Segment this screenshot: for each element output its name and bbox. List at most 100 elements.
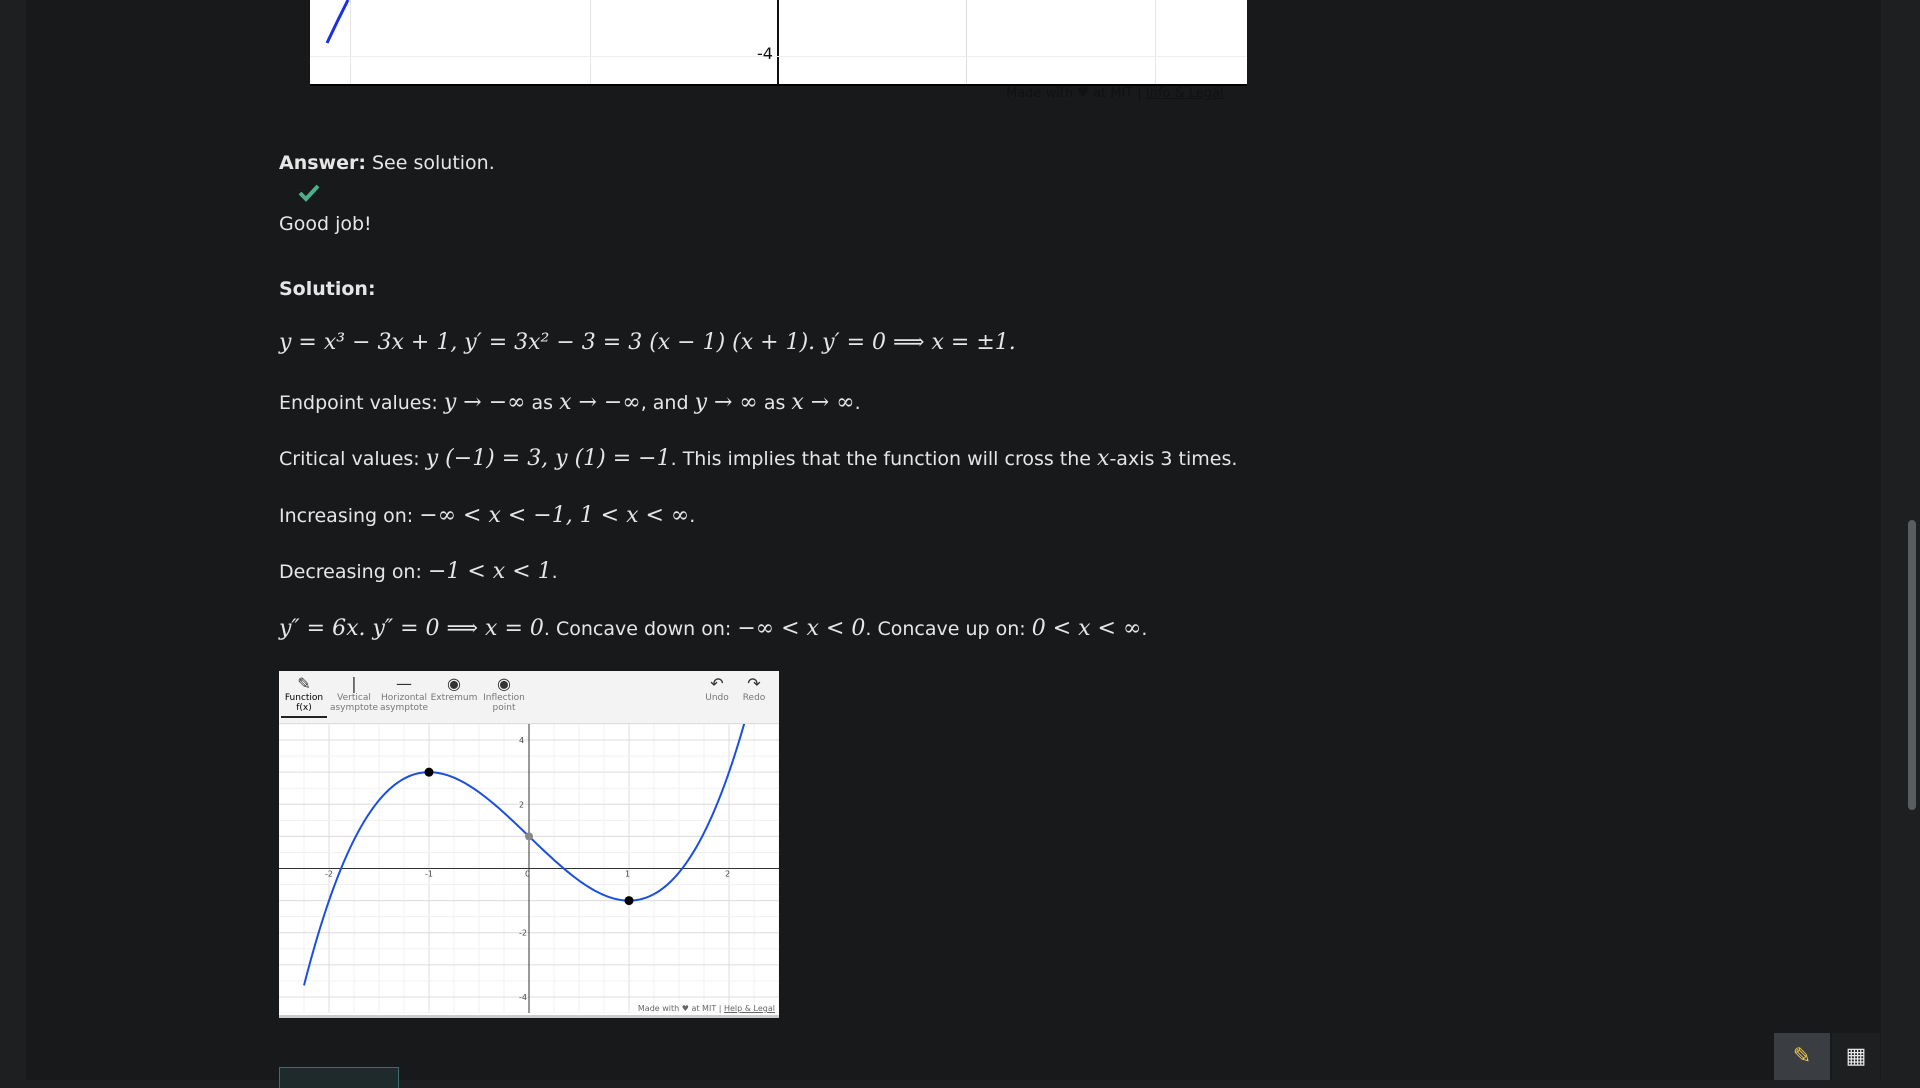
top-curve (325, 0, 350, 44)
check-icon (298, 184, 320, 202)
inflection-point (525, 832, 533, 841)
x-tick-label: -2 (325, 870, 333, 879)
concave-down-label: . Concave down on: (543, 618, 732, 640)
tool-horizontal-asymptote[interactable]: — Horizontal asymptote (379, 674, 429, 714)
grid-line (310, 56, 1247, 57)
submit-button[interactable] (279, 1067, 399, 1088)
y-tick-label: 2 (519, 800, 524, 809)
solution-line-endpoints: Endpoint values: y → −∞ as x → −∞, and y… (279, 390, 861, 416)
grid-line (1155, 0, 1156, 84)
calculator-icon: ▦ (1845, 1044, 1867, 1069)
increasing-label: Increasing on: (279, 505, 414, 527)
y-tick-label: -2 (519, 929, 527, 938)
tool-label: Vertical (337, 693, 371, 703)
x-tick-label: 2 (725, 870, 730, 879)
tool-extremum[interactable]: ◉ Extremum (429, 674, 479, 704)
solution-graph-widget[interactable]: ✎ Function f(x) | Vertical asymptote — H… (279, 671, 779, 1018)
solution-line-decreasing: Decreasing on: −1 < x < 1. (279, 559, 558, 585)
scratchpad-button[interactable]: ✎ (1774, 1033, 1830, 1080)
feedback-message: Good job! (279, 213, 372, 235)
x-tick-label: 1 (625, 870, 630, 879)
redo-icon: ↷ (747, 674, 761, 693)
tool-label: Horizontal (381, 693, 427, 703)
solution-plot[interactable]: -2 -1 0 1 2 4 2 -2 -4 (279, 724, 779, 1013)
top-graph[interactable]: -4 (310, 0, 1247, 86)
endpoint-math: y → ∞ (694, 390, 758, 415)
pencil-icon: ✎ (297, 674, 311, 693)
endpoint-math: x → −∞ (559, 390, 641, 415)
redo-label: Redo (742, 693, 766, 703)
calculator-button[interactable]: ▦ (1832, 1033, 1880, 1080)
answer-line: Answer: See solution. (279, 150, 495, 176)
plot-axes (279, 724, 779, 1013)
y-tick-label: -4 (757, 44, 773, 63)
answer-text: See solution. (372, 152, 495, 174)
critical-text: -axis 3 times. (1109, 448, 1238, 470)
info-legal-link[interactable]: Info & Legal (1145, 86, 1224, 101)
vertical-line-icon: | (351, 674, 357, 693)
redo-button[interactable]: ↷ Redo (734, 674, 774, 704)
tool-vertical-asymptote[interactable]: | Vertical asymptote (329, 674, 379, 714)
y-tick-label: -4 (519, 993, 527, 1002)
solution-line-critical: Critical values: y (−1) = 3, y (1) = −1.… (279, 446, 1237, 472)
increasing-text: . (689, 505, 696, 527)
function-curve (303, 724, 746, 986)
endpoint-math: x → ∞ (791, 390, 855, 415)
solution-line-derivative: y = x³ − 3x + 1, y′ = 3x² − 3 = 3 (x − 1… (279, 330, 1016, 356)
decreasing-text: . (551, 561, 558, 583)
concavity-text: . (1141, 618, 1148, 640)
derivative-math: y = x³ − 3x + 1, y′ = 3x² − 3 = 3 (x − 1… (279, 330, 1016, 355)
tool-inflection-point[interactable]: ◉ Inflection point (479, 674, 529, 714)
decreasing-math: −1 < x < 1 (427, 559, 552, 584)
tool-label: point (492, 703, 516, 713)
graph-toolbar: ✎ Function f(x) | Vertical asymptote — H… (279, 671, 779, 724)
tool-label: Inflection (483, 693, 525, 703)
target-icon: ◉ (497, 674, 511, 693)
tool-label: f(x) (296, 703, 312, 713)
endpoint-text: as (763, 392, 786, 414)
endpoint-text: as (531, 392, 554, 414)
answer-label: Answer: (279, 152, 366, 174)
plot-points (424, 767, 634, 906)
target-icon: ◉ (447, 674, 461, 693)
x-tick-label: 0 (525, 870, 530, 879)
tool-label: asymptote (329, 703, 379, 713)
help-legal-link[interactable]: Help & Legal (723, 1004, 775, 1013)
tool-label: asymptote (379, 703, 429, 713)
extremum-point (624, 896, 634, 906)
horizontal-line-icon: — (396, 674, 412, 693)
undo-icon: ↶ (710, 674, 724, 693)
plot-ticks: -2 -1 0 1 2 4 2 -2 -4 (325, 736, 730, 1002)
scrollbar-thumb[interactable] (1908, 520, 1916, 810)
undo-button[interactable]: ↶ Undo (697, 674, 737, 704)
critical-text: . This implies that the function will cr… (670, 448, 1091, 470)
x-tick-label: -1 (425, 870, 433, 879)
grid-line (966, 0, 967, 84)
solution-line-increasing: Increasing on: −∞ < x < −1, 1 < x < ∞. (279, 503, 695, 529)
solution-label: Solution: (279, 278, 376, 300)
endpoint-text: . (854, 392, 861, 414)
pencil-icon: ✎ (1792, 1044, 1812, 1069)
y-tick-label: 4 (519, 736, 524, 745)
tool-label: Function (284, 693, 324, 703)
y-axis (777, 0, 779, 84)
concave-up-label: . Concave up on: (865, 618, 1026, 640)
grid-line (350, 0, 351, 84)
concavity-math: −∞ < x < 0 (737, 616, 866, 641)
critical-math: y (−1) = 3, y (1) = −1 (425, 446, 671, 471)
made-with-text: Made with ♥ at MIT | (1006, 86, 1146, 101)
grid-line (590, 0, 591, 84)
extremum-point (424, 767, 434, 777)
tool-function[interactable]: ✎ Function f(x) (279, 674, 329, 718)
critical-label: Critical values: (279, 448, 420, 470)
concavity-math: 0 < x < ∞ (1031, 616, 1142, 641)
graph-footer: Made with ♥ at MIT | Help & Legal (638, 1004, 775, 1013)
increasing-math: −∞ < x < −1, 1 < x < ∞ (419, 503, 690, 528)
endpoint-text: , and (640, 392, 689, 414)
critical-math: x (1097, 446, 1110, 471)
endpoint-label: Endpoint values: (279, 392, 438, 414)
tool-label: Extremum (430, 693, 478, 703)
concavity-math: y″ = 6x. y″ = 0 ⟹ x = 0 (279, 616, 544, 641)
solution-line-concavity: y″ = 6x. y″ = 0 ⟹ x = 0. Concave down on… (279, 616, 1147, 642)
undo-label: Undo (705, 693, 729, 703)
